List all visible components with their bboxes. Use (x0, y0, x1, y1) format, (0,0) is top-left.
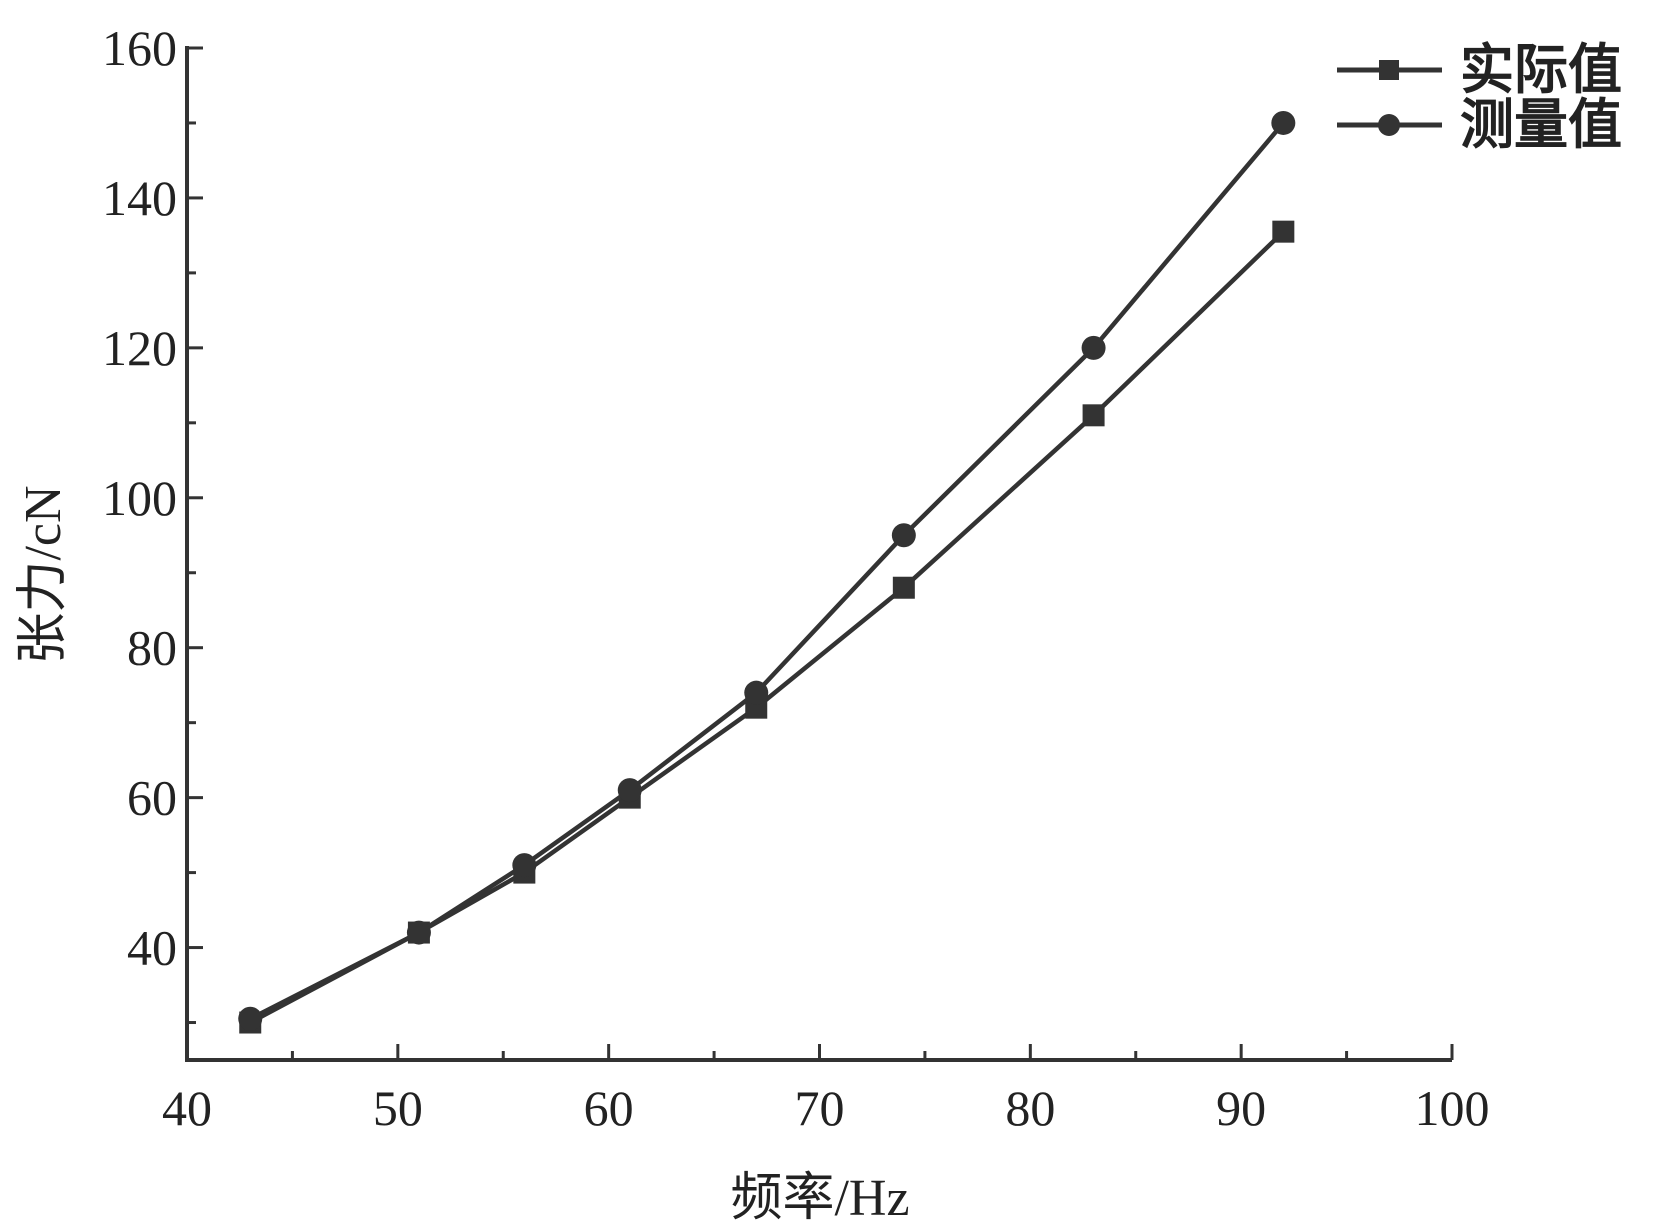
x-tick-label: 40 (162, 1080, 212, 1136)
x-axis-ticks: 40 50 60 70 80 90 100 (162, 1044, 1490, 1136)
x-tick-label: 80 (1005, 1080, 1055, 1136)
y-tick-label: 140 (102, 170, 177, 226)
y-axis-ticks: 40 60 80 100 120 140 160 (102, 20, 203, 1025)
y-tick-label: 120 (102, 320, 177, 376)
data-point (512, 853, 537, 878)
legend-marker (1379, 60, 1399, 80)
data-point (744, 680, 769, 705)
y-tick-label: 40 (127, 920, 177, 976)
legend-entry-2: 测量值 (1337, 95, 1622, 155)
data-point (617, 778, 642, 803)
x-tick-label: 60 (584, 1080, 634, 1136)
x-axis-title: 频率/Hz (730, 1170, 909, 1227)
x-tick-label: 70 (795, 1080, 845, 1136)
series-1 (239, 220, 1295, 1034)
x-tick-label: 100 (1415, 1080, 1490, 1136)
y-tick-label: 100 (102, 470, 177, 526)
data-point (891, 523, 916, 548)
y-tick-label: 80 (127, 620, 177, 676)
legend-label: 测量值 (1460, 95, 1622, 155)
data-point (1271, 110, 1296, 135)
series-line (249, 230, 1285, 1025)
axes (185, 46, 1452, 1062)
data-point (892, 576, 915, 599)
series-line (249, 121, 1286, 1021)
legend-entry-1: 实际值 (1337, 40, 1622, 100)
series-2 (238, 110, 1296, 1031)
y-tick-label: 160 (102, 20, 177, 76)
data-point (1081, 335, 1106, 360)
legend-label: 实际值 (1460, 40, 1622, 100)
y-axis-title: 张力/cN (15, 485, 72, 664)
data-point (238, 1006, 263, 1031)
data-point (1082, 404, 1105, 427)
x-tick-label: 50 (373, 1080, 423, 1136)
legend-marker (1378, 114, 1400, 136)
y-tick-label: 60 (127, 770, 177, 826)
series-layer (238, 110, 1296, 1034)
data-point (406, 920, 431, 945)
x-tick-label: 90 (1216, 1080, 1266, 1136)
data-point (1272, 220, 1295, 243)
